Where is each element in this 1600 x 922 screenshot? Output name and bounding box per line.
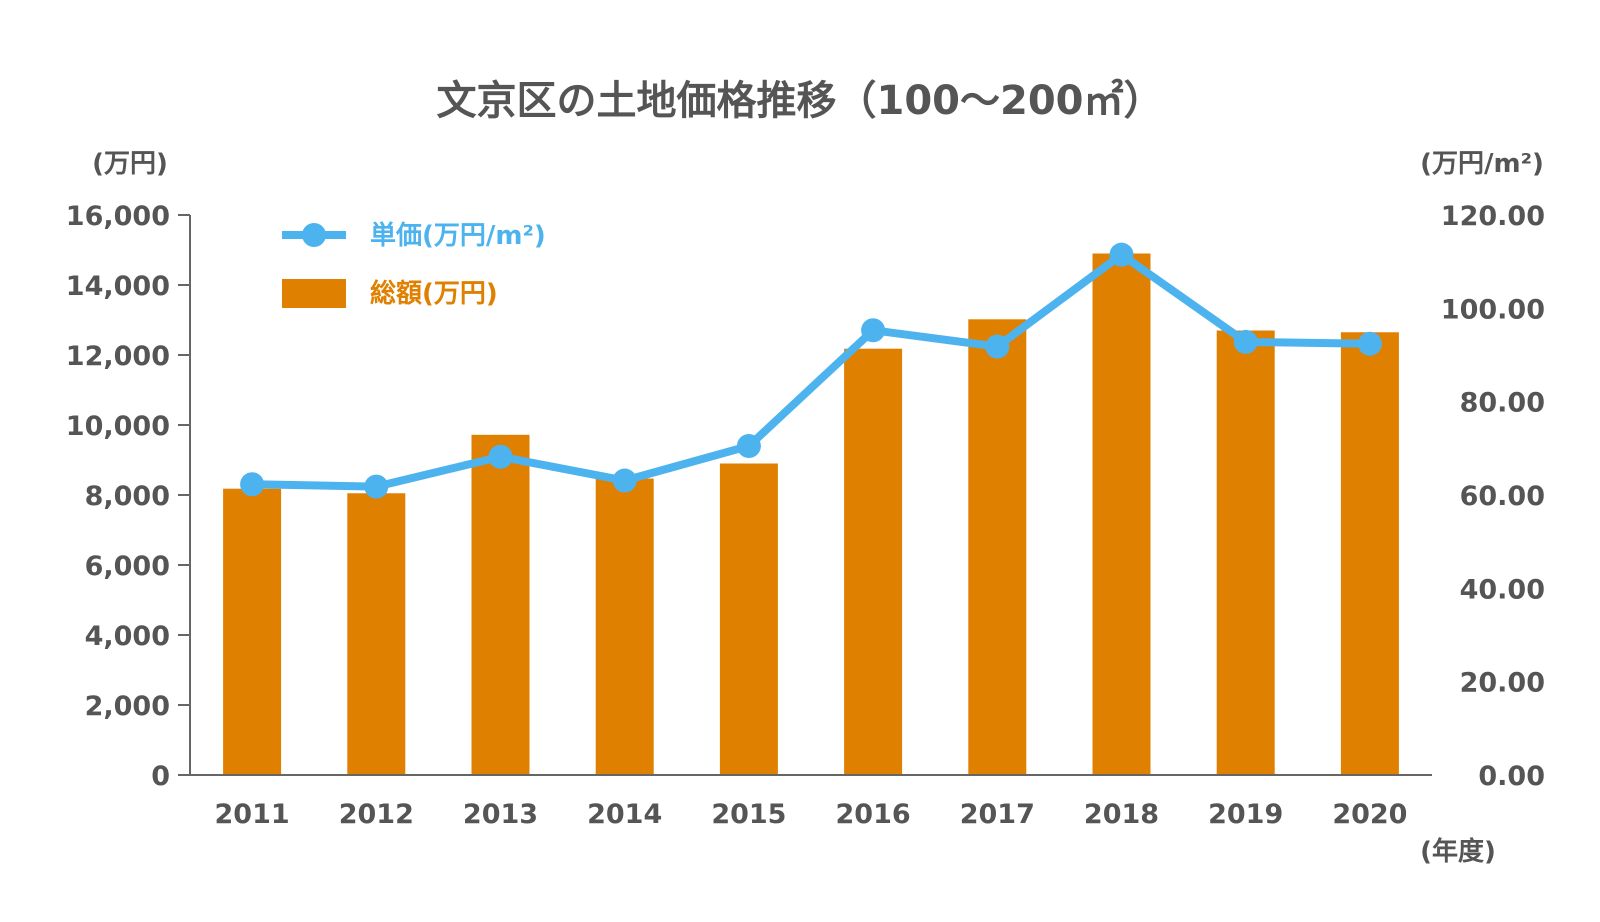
left-tick-label: 14,000 <box>66 271 170 302</box>
axes-group <box>178 214 1432 776</box>
bar-2014 <box>595 478 654 775</box>
bar-2017 <box>968 319 1027 775</box>
bar-2015 <box>719 463 778 775</box>
legend-label-unit-price: 単価(万円/m²) <box>370 221 546 251</box>
bars-group <box>223 253 1399 775</box>
right-axis-unit-label: (万円/m²) <box>1420 149 1544 179</box>
unit-price-point-2011 <box>240 472 265 497</box>
bar-2012 <box>347 493 406 775</box>
left-axis-unit-label: (万円) <box>92 149 168 179</box>
unit-price-line <box>252 250 1370 491</box>
x-tick-label: 2013 <box>463 799 538 830</box>
bar-2016 <box>844 348 903 775</box>
right-tick-label: 120.00 <box>1441 201 1545 232</box>
x-tick-label: 2016 <box>836 799 911 830</box>
right-tick-label: 100.00 <box>1441 294 1545 325</box>
chart-title: 文京区の土地価格推移（100～200㎡） <box>437 78 1164 124</box>
right-tick-label: 0.00 <box>1478 761 1545 792</box>
left-tick-label: 2,000 <box>85 691 170 722</box>
legend-label-total: 総額(万円) <box>370 278 498 309</box>
tick-labels-group: 0 2,000 4,000 6,000 8,000 10,000 12,000 14,000 1… <box>66 201 1545 830</box>
left-tick-label: 6,000 <box>85 551 170 582</box>
x-tick-label: 2011 <box>215 799 290 830</box>
unit-price-point-2015 <box>736 434 761 458</box>
bar-2013 <box>471 434 530 775</box>
unit-price-point-2012 <box>364 474 389 499</box>
line-series-group <box>240 242 1382 499</box>
right-tick-label: 40.00 <box>1460 574 1545 605</box>
unit-price-point-2016 <box>861 318 886 343</box>
bar-2011 <box>223 488 282 775</box>
x-tick-label: 2017 <box>960 799 1035 830</box>
left-tick-label: 12,000 <box>66 341 170 372</box>
bar-2018 <box>1092 253 1151 775</box>
legend-line-marker <box>302 223 326 247</box>
left-tick-label: 16,000 <box>66 201 170 232</box>
legend: 単価(万円/m²) 総額(万円) <box>282 221 546 309</box>
unit-price-point-2019 <box>1233 329 1258 354</box>
x-tick-label: 2015 <box>711 799 786 830</box>
left-tick-label: 0 <box>151 761 170 792</box>
legend-bar-swatch <box>282 279 346 308</box>
x-tick-label: 2012 <box>339 799 414 830</box>
unit-price-point-2018 <box>1109 242 1134 267</box>
x-tick-label: 2020 <box>1332 799 1407 830</box>
left-tick-label: 8,000 <box>85 481 170 512</box>
x-tick-label: 2014 <box>587 799 662 830</box>
bar-2020 <box>1340 332 1399 775</box>
unit-price-point-2014 <box>612 468 637 493</box>
x-axis-unit-label: (年度) <box>1420 836 1496 867</box>
right-tick-label: 20.00 <box>1460 668 1545 699</box>
x-tick-label: 2019 <box>1208 799 1283 830</box>
unit-price-point-2017 <box>985 334 1010 359</box>
x-tick-label: 2018 <box>1084 799 1159 830</box>
right-tick-label: 80.00 <box>1460 388 1545 419</box>
bar-2019 <box>1216 330 1275 775</box>
left-tick-label: 10,000 <box>66 411 170 442</box>
unit-price-point-2013 <box>488 444 513 469</box>
unit-price-point-2020 <box>1357 331 1382 356</box>
right-tick-label: 60.00 <box>1460 481 1545 512</box>
left-tick-label: 4,000 <box>85 621 170 652</box>
